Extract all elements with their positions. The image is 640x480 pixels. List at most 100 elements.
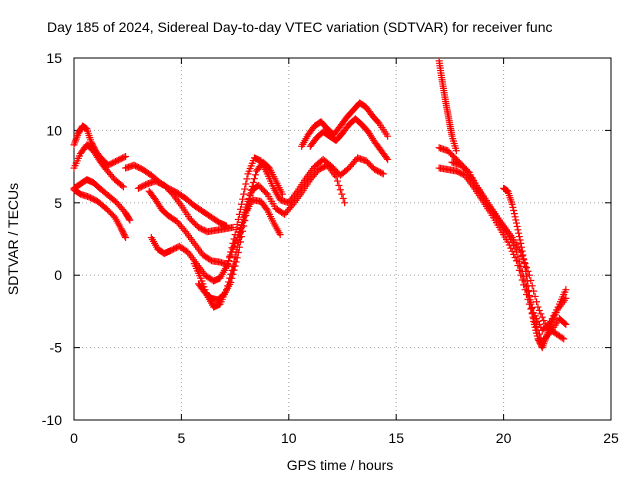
data-point (240, 222, 248, 230)
data-point (384, 155, 392, 163)
data-point (120, 153, 128, 161)
data-point (243, 175, 251, 183)
data-point (523, 277, 531, 285)
data-point (512, 257, 520, 265)
data-point (250, 175, 258, 183)
data-point (537, 310, 545, 318)
data-point (512, 219, 520, 227)
data-point (226, 252, 234, 260)
data-point (228, 274, 236, 282)
data-point (341, 199, 349, 207)
data-point (235, 243, 243, 251)
data-point (528, 305, 536, 313)
series-track-4 (70, 186, 130, 242)
data-point (122, 234, 130, 242)
series-track-6 (134, 177, 237, 236)
data-point (244, 201, 252, 209)
data-point (238, 233, 246, 241)
y-axis-title: SDTVAR / TECUs (5, 183, 21, 295)
x-tick-label: 0 (70, 430, 78, 446)
data-point (262, 189, 270, 197)
data-point (379, 170, 387, 178)
data-point (234, 215, 242, 223)
series-track-3 (70, 176, 134, 224)
data-point (335, 181, 343, 189)
data-markers (70, 57, 570, 352)
data-point (521, 286, 529, 294)
data-point (525, 287, 533, 295)
data-point (510, 250, 518, 258)
data-point (526, 296, 534, 304)
data-point (504, 238, 512, 246)
data-point (517, 239, 525, 247)
data-point (505, 241, 513, 249)
data-point (243, 206, 251, 214)
x-axis-title: GPS time / hours (287, 457, 394, 473)
data-point (232, 226, 240, 234)
data-point (252, 171, 260, 179)
x-axis: 0 5 10 15 20 25 (70, 58, 619, 446)
data-point (241, 185, 249, 193)
data-point (384, 132, 392, 140)
data-point (245, 195, 253, 203)
data-point (228, 244, 236, 252)
data-point (521, 263, 529, 271)
data-point (531, 292, 539, 300)
data-point (515, 229, 523, 237)
data-point (232, 258, 240, 266)
data-point (236, 205, 244, 213)
chart-title: Day 185 of 2024, Sidereal Day-to-day VTE… (47, 19, 553, 35)
y-tick-label: 5 (54, 195, 62, 211)
data-point (523, 272, 531, 280)
data-point (247, 186, 255, 194)
data-point (225, 257, 233, 265)
data-point (558, 334, 566, 342)
data-point (514, 262, 522, 270)
series-track-8 (147, 196, 284, 285)
data-point (180, 226, 188, 234)
data-point (249, 179, 257, 187)
plot-frame (73, 57, 612, 421)
series-track-2 (70, 141, 127, 191)
data-point (119, 183, 127, 191)
y-tick-label: 15 (46, 50, 62, 66)
data-point (534, 303, 542, 311)
data-point (242, 180, 250, 188)
series-track-13 (306, 115, 392, 163)
data-point (229, 239, 237, 247)
data-point (118, 182, 126, 190)
y-tick-label: 0 (54, 267, 62, 283)
data-point (511, 213, 519, 221)
y-tick-label: 10 (46, 122, 62, 138)
data-point (509, 203, 517, 211)
data-point (242, 211, 250, 219)
data-point (333, 177, 341, 185)
x-tick-label: 20 (496, 430, 512, 446)
data-point (230, 266, 238, 274)
data-point (464, 167, 472, 175)
series-track-12 (298, 99, 392, 150)
data-point (535, 306, 543, 314)
series-track-18 (500, 184, 570, 352)
data-point (240, 190, 248, 198)
data-point (262, 205, 270, 213)
data-point (235, 210, 243, 218)
data-point (121, 232, 129, 240)
data-point (515, 233, 523, 241)
x-tick-label: 25 (603, 430, 619, 446)
data-point (523, 263, 531, 271)
data-point (125, 215, 133, 223)
data-point (507, 244, 515, 252)
data-point (518, 243, 525, 251)
data-point (227, 278, 235, 286)
data-point (383, 154, 391, 162)
data-point (336, 186, 344, 194)
y-tick-label: -10 (42, 412, 62, 428)
data-point (227, 248, 235, 256)
data-point (528, 309, 536, 317)
data-point (338, 190, 346, 198)
data-point (239, 195, 247, 203)
data-point (233, 254, 241, 262)
data-point (233, 221, 241, 229)
